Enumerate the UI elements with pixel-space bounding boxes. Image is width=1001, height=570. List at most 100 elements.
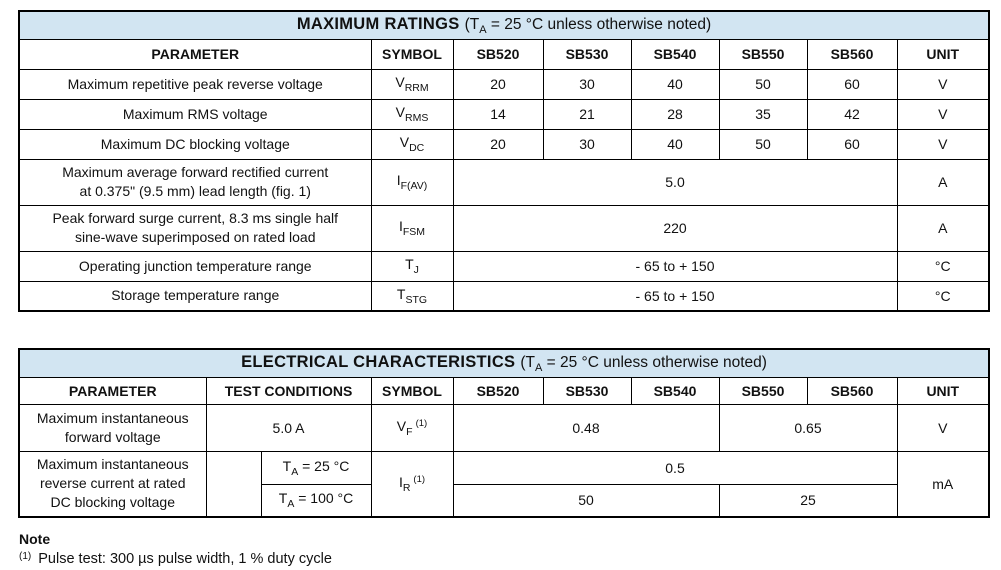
value-cell: 42 xyxy=(806,98,898,130)
value-cell: 20 xyxy=(452,68,544,100)
table-title: MAXIMUM RATINGS xyxy=(296,14,460,33)
symbol-cell: VDC xyxy=(370,128,454,160)
table-title-note: (TA = 25 °C unless otherwise noted) xyxy=(520,353,767,374)
unit-cell: °C xyxy=(896,250,990,282)
value-cell: 60 xyxy=(806,128,898,160)
symbol-base: I xyxy=(396,172,401,189)
electrical-characteristics-title-bar: ELECTRICAL CHARACTERISTICS (TA = 25 °C un… xyxy=(18,348,990,378)
header-cell-sb530: SB530 xyxy=(542,38,632,70)
unit-cell: °C xyxy=(896,280,990,312)
symbol-base: I xyxy=(398,218,403,235)
header-cell-sb540: SB540 xyxy=(630,38,720,70)
header-cell-test-conditions: TEST CONDITIONS xyxy=(205,376,372,405)
maximum-ratings-title-bar: MAXIMUM RATINGS (TA = 25 °C unless otherw… xyxy=(18,10,990,40)
value-cell: 50 xyxy=(718,128,808,160)
value-span-cell: 50 xyxy=(452,483,720,518)
symbol-subscript: STG xyxy=(405,293,428,306)
symbol-subscript: F xyxy=(406,425,413,438)
header-row: PARAMETER SYMBOL SB520 SB530 SB540 SB550… xyxy=(18,38,990,70)
header-cell-sb550: SB550 xyxy=(718,376,808,405)
test-condition-blank-cell xyxy=(205,450,262,518)
header-row: PARAMETER TEST CONDITIONS SYMBOL SB520 S… xyxy=(18,376,990,405)
symbol-cell: VRMS xyxy=(370,98,454,130)
value-cell: 14 xyxy=(452,98,544,130)
symbol-subscript: F(AV) xyxy=(400,179,428,192)
header-cell-symbol: SYMBOL xyxy=(370,376,454,405)
value-span-cell: 5.0 xyxy=(452,158,898,206)
param-cell: Maximum DC blocking voltage xyxy=(18,128,372,160)
param-cell: Peak forward surge current, 8.3 ms singl… xyxy=(18,204,372,252)
test-condition-cell: 5.0 A xyxy=(205,403,372,452)
table-row: TA = 100 °C 50 25 xyxy=(19,483,989,518)
note-heading: Note xyxy=(19,531,51,547)
symbol-base: V xyxy=(396,417,407,434)
symbol-cell: IF(AV) xyxy=(370,158,454,206)
value-cell: 21 xyxy=(542,98,632,130)
header-cell-sb540: SB540 xyxy=(630,376,720,405)
symbol-cell: TSTG xyxy=(370,280,454,312)
symbol-subscript: RRM xyxy=(404,81,429,94)
table-row: Storage temperature range TSTG - 65 to +… xyxy=(18,280,990,312)
value-cell: 35 xyxy=(718,98,808,130)
param-cell: Operating junction temperature range xyxy=(18,250,372,282)
symbol-subscript: DC xyxy=(409,141,425,154)
value-span-cell: 0.65 xyxy=(718,403,898,452)
header-cell-sb550: SB550 xyxy=(718,38,808,70)
value-cell: 30 xyxy=(542,128,632,160)
symbol-base: I xyxy=(398,473,403,490)
symbol-cell: VF(1) xyxy=(370,403,454,452)
table-row: Maximum RMS voltage VRMS 14 21 28 35 42 … xyxy=(18,98,990,130)
table-row: Maximum average forward rectified curren… xyxy=(18,158,990,206)
header-cell-sb530: SB530 xyxy=(542,376,632,405)
param-cell: Maximum repetitive peak reverse voltage xyxy=(18,68,372,100)
value-cell: 28 xyxy=(630,98,720,130)
value-cell: 60 xyxy=(806,68,898,100)
symbol-base: V xyxy=(399,134,410,151)
footnote-superscript: (1) xyxy=(413,473,426,485)
table-title-note: (TA = 25 °C unless otherwise noted) xyxy=(464,15,712,36)
param-cell: Maximum average forward rectified curren… xyxy=(18,158,372,206)
value-span-cell: 0.48 xyxy=(452,403,720,452)
symbol-base: T xyxy=(405,256,414,273)
value-span-cell: - 65 to + 150 xyxy=(452,280,898,312)
symbol-cell: TJ xyxy=(370,250,454,282)
test-condition-cell: TA = 100 °C xyxy=(260,483,372,518)
header-cell-symbol: SYMBOL xyxy=(370,38,454,70)
header-cell-parameter: PARAMETER xyxy=(18,38,372,70)
header-cell-parameter: PARAMETER xyxy=(18,376,207,405)
symbol-base: T xyxy=(396,285,406,302)
note-text: Pulse test: 300 µs pulse width, 1 % duty… xyxy=(38,551,332,567)
note-line: (1) Pulse test: 300 µs pulse width, 1 % d… xyxy=(19,551,1001,567)
symbol-cell: VRRM xyxy=(370,68,454,100)
unit-cell: mA xyxy=(896,450,990,518)
param-cell: Maximum instantaneous reverse current at… xyxy=(18,450,207,518)
value-cell: 50 xyxy=(718,68,808,100)
param-cell: Maximum instantaneous forward voltage xyxy=(18,403,207,452)
maximum-ratings-table: MAXIMUM RATINGS (TA = 25 °C unless otherw… xyxy=(18,10,990,312)
table-row: Operating junction temperature range TJ … xyxy=(18,250,990,282)
symbol-subscript: R xyxy=(402,481,411,494)
symbol-subscript: FSM xyxy=(402,225,426,238)
param-cell: Maximum RMS voltage xyxy=(18,98,372,130)
electrical-characteristics-table: ELECTRICAL CHARACTERISTICS (TA = 25 °C un… xyxy=(18,348,991,518)
header-cell-sb520: SB520 xyxy=(452,376,544,405)
symbol-cell: IFSM xyxy=(370,204,454,252)
footnote-superscript: (1) xyxy=(415,417,428,429)
table-row: Maximum repetitive peak reverse voltage … xyxy=(18,68,990,100)
param-cell: Storage temperature range xyxy=(18,280,372,312)
table-row: Maximum instantaneous reverse current at… xyxy=(18,450,990,518)
table-row: Maximum DC blocking voltage VDC 20 30 40… xyxy=(18,128,990,160)
unit-cell: V xyxy=(896,98,990,130)
symbol-subscript: J xyxy=(413,263,419,276)
symbol-base: V xyxy=(395,104,405,121)
header-cell-sb560: SB560 xyxy=(806,38,898,70)
unit-cell: A xyxy=(896,204,990,252)
header-cell-unit: UNIT xyxy=(896,376,990,405)
note-marker: (1) xyxy=(19,551,32,562)
header-cell-sb520: SB520 xyxy=(452,38,544,70)
unit-cell: V xyxy=(896,128,990,160)
header-cell-sb560: SB560 xyxy=(806,376,898,405)
header-cell-unit: UNIT xyxy=(896,38,990,70)
title-row: MAXIMUM RATINGS (TA = 25 °C unless otherw… xyxy=(18,10,990,40)
